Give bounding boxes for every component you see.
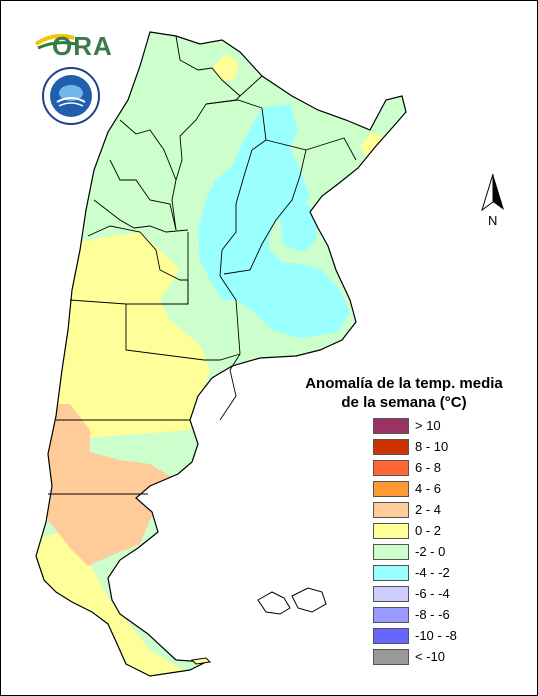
legend-item: > 10 [373,418,513,434]
legend-item: < -10 [373,649,513,665]
legend-item: -4 - -2 [373,565,513,581]
legend-swatch [373,418,409,434]
legend-label: < -10 [415,649,445,664]
map-zone-minus4-minus2-east [278,200,318,252]
ora-logo-text: ORA [52,31,113,61]
legend-swatch [373,586,409,602]
legend-item: 2 - 4 [373,502,513,518]
legend-item: 8 - 10 [373,439,513,455]
legend-item: -2 - 0 [373,544,513,560]
legend-item: -10 - -8 [373,628,513,644]
legend-title-line2: de la semana (°C) [341,394,467,411]
legend-swatch [373,649,409,665]
north-label: N [488,213,498,228]
legend-swatch [373,544,409,560]
legend-label: -2 - 0 [415,544,446,559]
ora-logo-icon [34,34,77,50]
province-borders [48,35,357,495]
legend-label: > 10 [415,418,441,433]
legend-label: 0 - 2 [415,523,442,538]
malvinas-islands [257,587,327,615]
north-arrow-icon [481,173,504,212]
legend-label: -10 - -8 [415,628,457,643]
map-zone-minus4-minus2 [198,104,350,338]
legend-item: -6 - -4 [373,586,513,602]
legend-swatch [373,523,409,539]
legend-swatch [373,439,409,455]
legend-swatch [373,607,409,623]
legend-swatch [373,565,409,581]
legend-label: -6 - -4 [415,586,450,601]
legend-title: Anomalía de la temp. media de la semana … [290,374,518,412]
legend-label: 6 - 8 [415,460,442,475]
legend-item: -8 - -6 [373,607,513,623]
legend-label: -4 - -2 [415,565,450,580]
legend-swatch [373,628,409,644]
legend-title-line1: Anomalía de la temp. media [305,375,503,392]
legend-item: 0 - 2 [373,523,513,539]
legend-item: 6 - 8 [373,460,513,476]
legend-swatch [373,481,409,497]
isla-de-los-estados [190,657,212,665]
map-zone-0-2-north [212,54,238,82]
legend-swatch [373,502,409,518]
legend-label: 4 - 6 [415,481,442,496]
legend-label: -8 - -6 [415,607,450,622]
legend-label: 2 - 4 [415,502,442,517]
legend-label: 8 - 10 [415,439,449,454]
map-zone-2-4 [40,404,170,566]
map-zone-0-2 [40,232,210,440]
legend-swatch [373,460,409,476]
smn-logo-icon [42,67,100,125]
legend-item: 4 - 6 [373,481,513,497]
